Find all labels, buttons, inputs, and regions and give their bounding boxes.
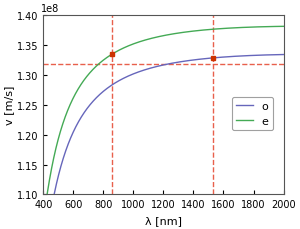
Legend: o, e: o, e [232,98,273,131]
o [216,57,220,60]
o [262,55,266,57]
e [142,40,146,43]
Y-axis label: v [m/s]: v [m/s] [4,86,14,125]
e [282,26,285,29]
X-axis label: λ [nm]: λ [nm] [145,215,182,225]
e [262,26,266,29]
Text: 1e8: 1e8 [41,4,59,14]
o [144,69,148,71]
e [274,26,278,29]
Line: o: o [44,55,284,229]
o [142,69,146,72]
Line: e: e [44,27,284,221]
e [42,220,45,223]
e [216,28,220,31]
o [156,66,159,68]
o [282,54,285,57]
o [274,54,278,57]
e [144,39,148,42]
e [156,36,159,39]
